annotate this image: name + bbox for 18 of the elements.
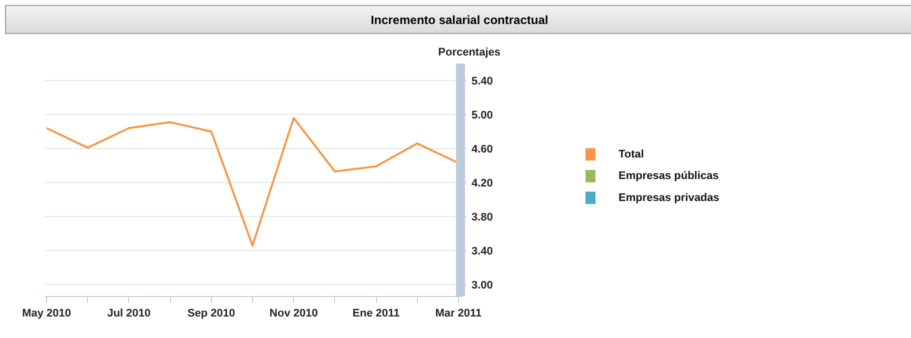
y-tick-label: 4.60 [472, 144, 493, 156]
x-tick-label: Ene 2011 [352, 308, 400, 320]
y-tick-label: 5.00 [472, 110, 493, 122]
y-tick-label: 3.00 [472, 280, 493, 292]
y-tick-label: 3.40 [472, 246, 493, 258]
legend-label: Total [618, 148, 644, 160]
x-tick-label: Mar 2011 [435, 308, 482, 320]
legend-label: Empresas públicas [618, 170, 719, 182]
y-axis-title: Porcentajes [438, 46, 501, 58]
y-tick-label: 5.40 [472, 76, 493, 88]
legend-label: Empresas privadas [618, 192, 720, 204]
x-tick-label: May 2010 [22, 308, 72, 320]
y-tick-label: 4.20 [472, 178, 493, 190]
x-tick-label: Nov 2010 [270, 308, 318, 320]
y-tick-label: 3.80 [472, 212, 493, 224]
chart-title: Incremento salarial contractual [370, 12, 548, 29]
x-tick-label: Sep 2010 [187, 308, 236, 320]
x-tick-label: Jul 2010 [107, 308, 151, 320]
